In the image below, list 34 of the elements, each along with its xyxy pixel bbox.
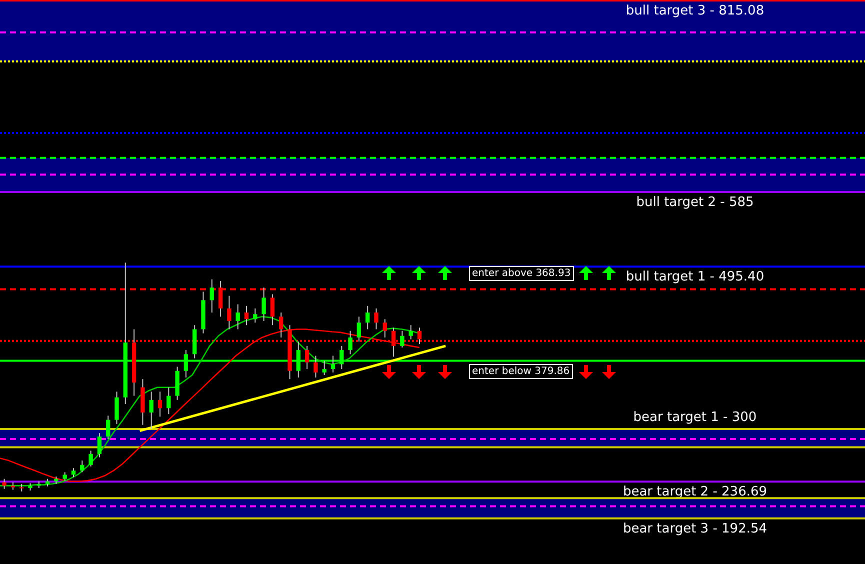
annotation: enter above 368.93 — [469, 266, 574, 281]
candlestick — [71, 468, 76, 478]
candlestick — [158, 391, 162, 418]
candlestick — [2, 478, 6, 490]
ref-line-label: bear target 1 - 300 — [633, 410, 757, 425]
candlestick — [166, 386, 171, 415]
candlestick — [304, 345, 310, 370]
candlestick — [400, 330, 404, 348]
candlestick — [80, 460, 84, 473]
candlestick — [408, 324, 413, 340]
candlestick — [149, 391, 154, 430]
ref-line-label: bear target 2 - 236.69 — [622, 484, 768, 500]
candlestick — [244, 305, 249, 326]
candlestick — [227, 295, 232, 330]
candlestick — [348, 330, 352, 355]
ref-line-label: bear target 3 - 192.54 — [622, 521, 768, 536]
candlestick — [262, 287, 266, 322]
candlestick — [270, 294, 275, 326]
candlestick — [97, 432, 102, 458]
candlestick — [88, 450, 93, 467]
candlestick — [210, 278, 214, 314]
candlestick — [236, 304, 240, 330]
candlestick — [374, 308, 378, 330]
candlestick — [253, 308, 258, 324]
candlestick — [365, 305, 370, 330]
candlestick — [314, 355, 318, 378]
candlestick — [114, 391, 119, 424]
ref-line-label: bull target 3 - 815.08 — [626, 4, 764, 19]
candlestick — [356, 316, 362, 342]
ref-line-label: bull target 2 - 585 — [636, 194, 754, 210]
ref-line-label: bull target 1 - 495.40 — [626, 270, 764, 285]
candlestick — [106, 415, 110, 440]
candlestick — [382, 318, 387, 338]
annotation: enter below 379.86 — [469, 364, 573, 379]
